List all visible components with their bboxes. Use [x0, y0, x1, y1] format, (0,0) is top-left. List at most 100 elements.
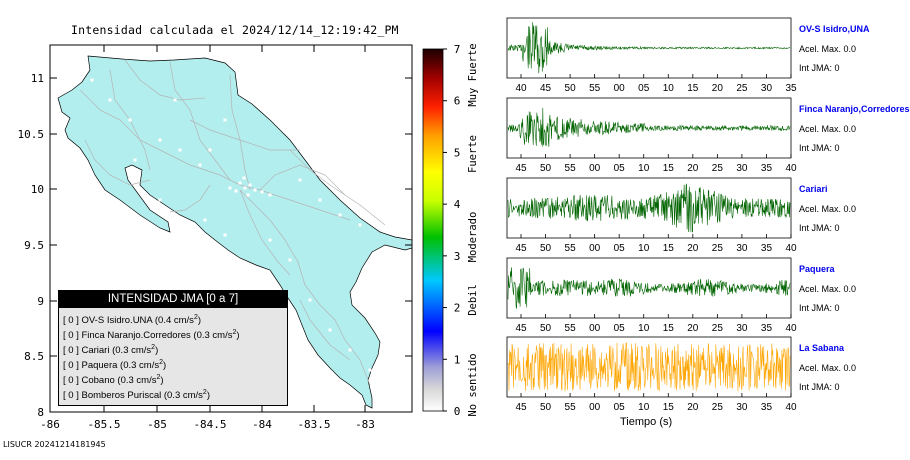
- town-dot: [203, 218, 207, 222]
- colorbar-category-label: Fuerte: [467, 135, 479, 173]
- station-jma-intensity: Int JMA: 0: [799, 382, 840, 392]
- town-dot: [348, 348, 352, 352]
- road: [239, 189, 291, 276]
- legend-item: [ 0 ] Paquera (0.3 cm/s2): [63, 359, 166, 371]
- legend-item: [ 0 ] Cariari (0.3 cm/s2): [63, 344, 158, 356]
- map-frame: [49, 44, 413, 413]
- legend-item-close: ): [206, 390, 210, 402]
- map-xtick-label: -83.5: [297, 418, 330, 431]
- station-name: Paquera: [799, 264, 835, 274]
- road: [259, 164, 346, 196]
- town-dot: [368, 368, 372, 372]
- colorbar-category-label: Debil: [467, 284, 479, 316]
- road: [169, 61, 231, 181]
- colorbar-tick-label: 7: [454, 43, 461, 56]
- town-dot: [253, 188, 257, 192]
- legend-item-unit-exponent: 2: [202, 389, 207, 396]
- legend-item-close: ): [197, 315, 202, 327]
- colorbar-tick-label: 2: [454, 302, 461, 315]
- legend-item-accel: (0.3 cm/s: [117, 375, 157, 387]
- legend-item-accel: (0.4 cm/s: [154, 315, 194, 327]
- legend-item: [ 0 ] Bomberos Puriscal (0.3 cm/s2): [63, 389, 210, 401]
- town-dot: [158, 198, 162, 202]
- map-ytick-label: 10.5: [18, 128, 45, 141]
- map-ytick-label: 8: [37, 406, 44, 419]
- map-xtick-label: -85: [147, 418, 167, 431]
- town-dot: [338, 213, 342, 217]
- town-dot: [242, 176, 246, 180]
- town-dot: [358, 223, 362, 227]
- legend-item-jma: [ 0 ]: [63, 315, 82, 327]
- legend-box: INTENSIDAD JMA [0 a 7] [ 0 ] OV-S Isidro…: [58, 290, 288, 406]
- x-axis-title: Tiempo (s): [620, 416, 673, 428]
- station-jma-intensity: Int JMA: 0: [799, 143, 840, 153]
- legend-item-accel: (0.3 cm/s: [163, 390, 203, 402]
- legend-item-accel: (0.3 cm/s: [120, 360, 160, 372]
- station-name: OV-S Isidro,UNA: [799, 24, 870, 34]
- legend-title: INTENSIDAD JMA [0 a 7]: [59, 291, 287, 308]
- map-xtick-label: -86: [40, 418, 60, 431]
- town-dot: [198, 163, 202, 167]
- colorbar-tick-label: 3: [454, 250, 461, 263]
- road: [239, 189, 371, 386]
- map-xtick-label: -84.5: [193, 418, 226, 431]
- road: [289, 149, 386, 226]
- legend-item-unit-exponent: 2: [193, 314, 198, 321]
- legend-item-station: Cariari: [81, 345, 113, 357]
- town-dot: [133, 158, 137, 162]
- legend-item-station: Paquera: [81, 360, 121, 372]
- town-dot: [90, 78, 94, 82]
- legend-item: [ 0 ] OV-S Isidro.UNA (0.4 cm/s2): [63, 314, 201, 326]
- legend-item: [ 0 ] Finca Naranjo.Corredores (0.3 cm/s…: [63, 329, 240, 341]
- colorbar-tick-label: 5: [454, 146, 461, 159]
- road: [189, 119, 300, 151]
- station-max-accel: Acel. Max. 0.0: [799, 44, 857, 54]
- legend-item-station: OV-S Isidro.UNA: [81, 315, 155, 327]
- road: [84, 139, 151, 186]
- town-dot: [260, 190, 264, 194]
- town-dot: [248, 183, 252, 187]
- station-name: Cariari: [799, 184, 828, 194]
- legend-item-jma: [ 0 ]: [63, 375, 82, 387]
- colorbar-category-label: Moderado: [467, 212, 479, 263]
- town-dot: [246, 193, 250, 197]
- colorbar-category-label: No sentido: [467, 353, 479, 416]
- town-dot: [308, 298, 312, 302]
- colorbar-category-label: Muy Fuerte: [467, 43, 479, 106]
- station-max-accel: Acel. Max. 0.0: [799, 363, 857, 373]
- town-dot: [238, 181, 242, 185]
- legend-item-jma: [ 0 ]: [63, 360, 82, 372]
- legend-item-unit-exponent: 2: [156, 374, 161, 381]
- colorbar-tick-label: 1: [454, 353, 461, 366]
- station-max-accel: Acel. Max. 0.0: [799, 124, 857, 134]
- town-dot: [128, 118, 132, 122]
- map-ytick-label: 9: [37, 295, 44, 308]
- legend-item-jma: [ 0 ]: [63, 330, 82, 342]
- map-xtick-label: -85.5: [87, 418, 120, 431]
- legend-item-accel: (0.3 cm/s: [193, 330, 233, 342]
- map-ytick-label: 10: [31, 183, 44, 196]
- station-jma-intensity: Int JMA: 0: [799, 303, 840, 313]
- town-dot: [298, 178, 302, 182]
- legend-item-accel: (0.3 cm/s: [112, 345, 152, 357]
- station-jma-intensity: Int JMA: 0: [799, 223, 840, 233]
- town-dot: [243, 186, 247, 190]
- map-ytick-label: 9.5: [24, 239, 44, 252]
- station-jma-intensity: Int JMA: 0: [799, 63, 840, 73]
- town-dot: [234, 189, 238, 193]
- station-name: La Sabana: [799, 343, 845, 353]
- town-dot: [268, 238, 272, 242]
- colorbar-tick-label: 4: [454, 198, 461, 211]
- station-name: Finca Naranjo,Corredores: [799, 104, 910, 114]
- costa-rica-landmass: [57, 55, 412, 409]
- legend-item-close: ): [160, 375, 164, 387]
- legend-item-close: ): [236, 330, 240, 342]
- legend-item-unit-exponent: 2: [159, 359, 164, 366]
- road: [79, 89, 351, 221]
- legend-item-station: Finca Naranjo.Corredores: [81, 330, 194, 342]
- legend-item-station: Bomberos Puriscal: [81, 390, 164, 402]
- legend-item-close: ): [163, 360, 167, 372]
- legend-item-close: ): [155, 345, 159, 357]
- town-dot: [108, 98, 112, 102]
